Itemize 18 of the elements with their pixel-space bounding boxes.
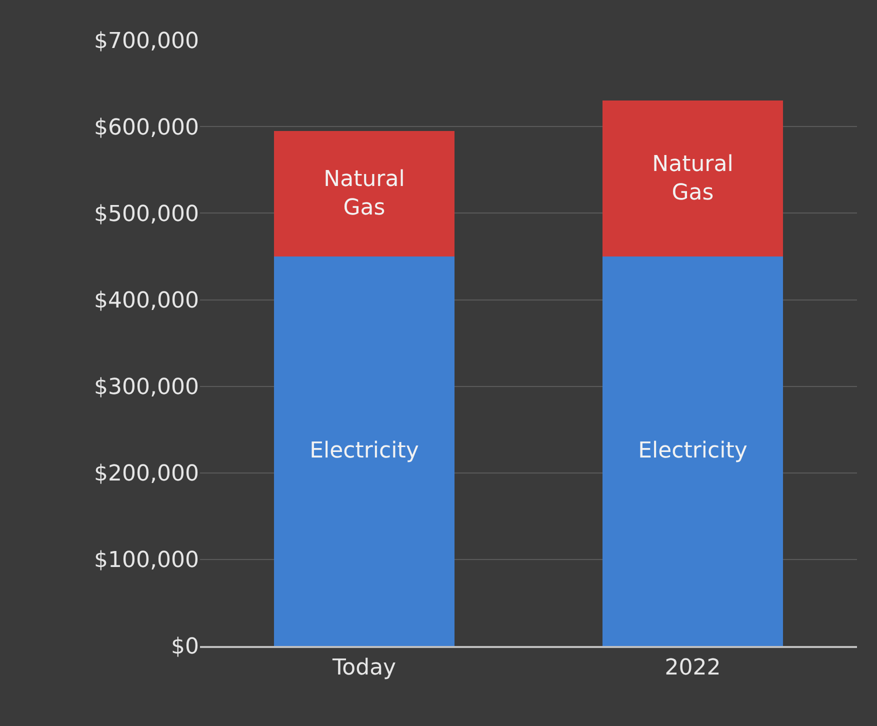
text: Natural Gas [652,152,734,206]
text: Electricity [638,438,748,464]
y-tick-label: $300,000 [94,375,199,400]
y-tick-label: $0 [171,634,199,660]
y-tick-label: $600,000 [94,115,199,140]
bar [274,130,455,256]
bar [602,100,784,256]
series-label: Natural Gas [324,166,405,221]
y-tick-label: $200,000 [94,462,199,487]
y-tick-label: $500,000 [94,202,199,227]
y-tick-label: $700,000 [94,28,199,54]
series-label: Electricity [310,438,419,464]
y-tick-label: $100,000 [94,548,199,574]
bar [274,256,455,646]
x-tick-label: 2022 [664,655,721,680]
y-tick-label: $400,000 [94,288,199,314]
x-tick-label: Today [331,655,396,680]
bar [602,256,784,646]
